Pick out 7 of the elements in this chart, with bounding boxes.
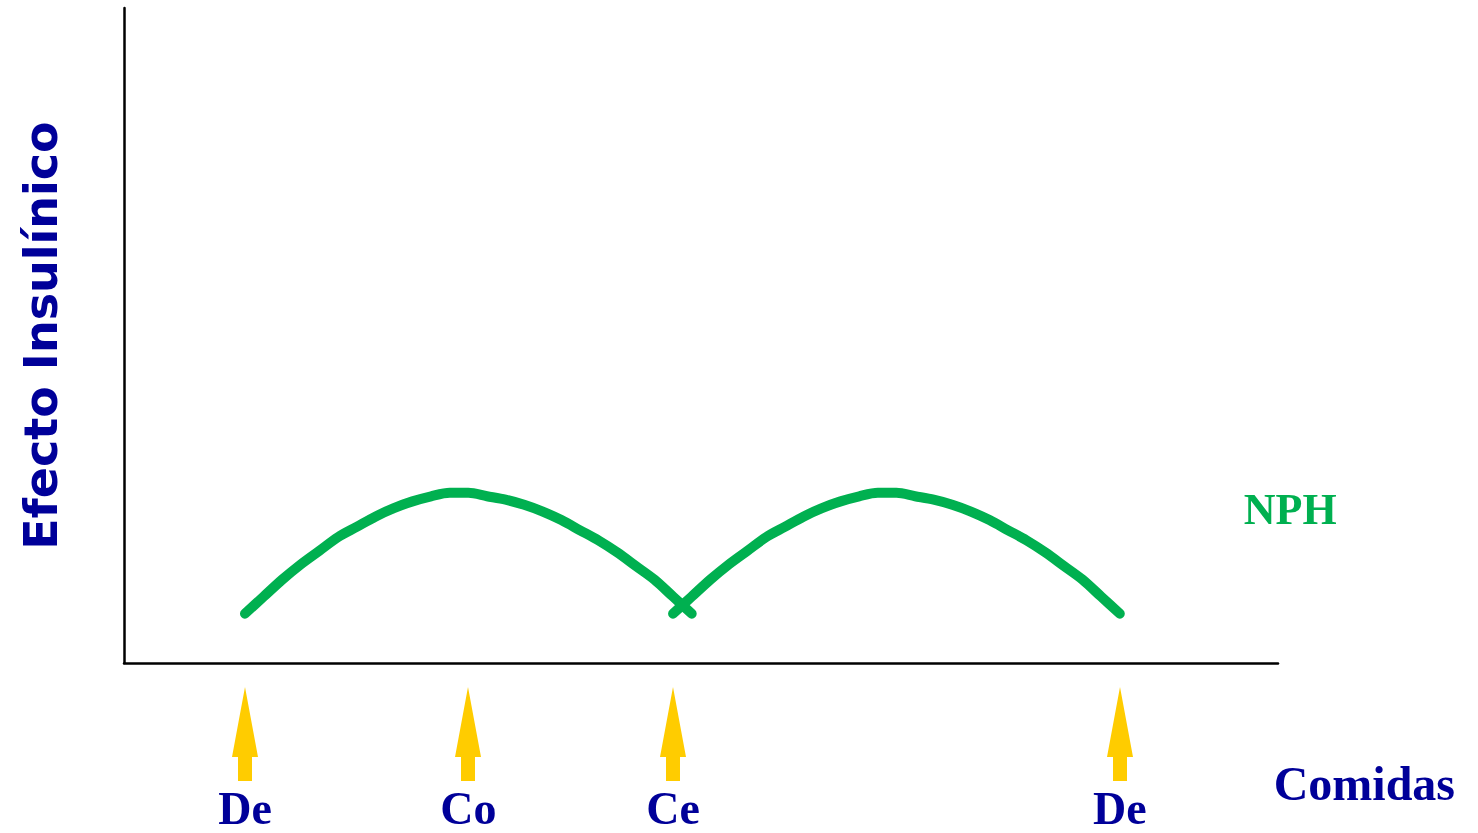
- y-axis-title: Efecto Insulínico: [14, 121, 68, 550]
- x-tick-label: De: [218, 782, 272, 833]
- x-tick-label: Co: [440, 782, 497, 833]
- x-tick-label: De: [1092, 782, 1147, 833]
- x-axis-title: Comidas: [1273, 756, 1455, 810]
- x-tick-label: Ce: [646, 782, 700, 833]
- text: NPH: [1243, 485, 1337, 535]
